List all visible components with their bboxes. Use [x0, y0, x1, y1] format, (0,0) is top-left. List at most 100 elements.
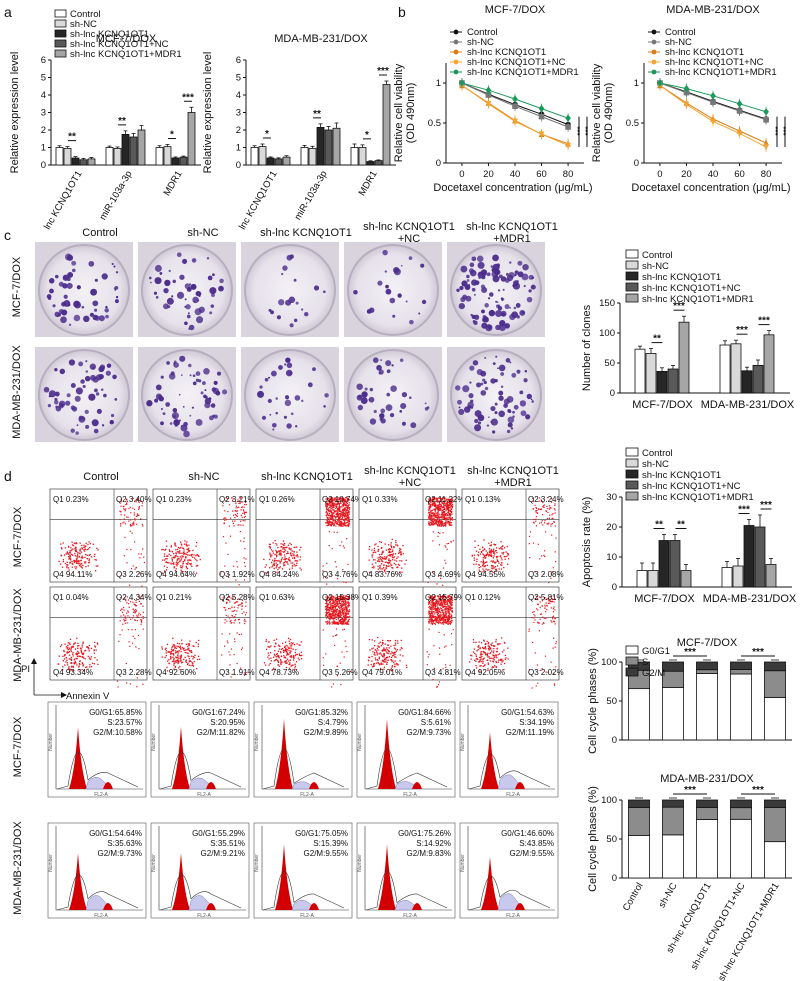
colony [191, 258, 197, 263]
event-dot [185, 565, 187, 568]
event-dot [143, 556, 145, 558]
event-dot [443, 504, 445, 506]
event-dot [168, 659, 170, 661]
event-dot [234, 620, 236, 622]
y-tick-label: 50 [606, 834, 617, 845]
event-dot [501, 564, 503, 566]
event-dot [443, 518, 446, 520]
event-dot [139, 557, 141, 559]
colony [469, 262, 475, 268]
data-point [710, 92, 716, 100]
event-dot [373, 547, 376, 550]
event-dot [138, 501, 140, 504]
event-dot [382, 550, 384, 552]
stacked-bar-segment [628, 807, 650, 836]
event-dot [343, 597, 345, 600]
event-dot [238, 604, 240, 606]
event-dot [133, 521, 135, 523]
event-dot [443, 510, 446, 513]
event-dot [234, 520, 236, 522]
event-dot [233, 654, 235, 656]
event-dot [174, 544, 176, 546]
event-dot [435, 506, 438, 509]
event-dot [346, 505, 348, 507]
event-dot [548, 581, 550, 584]
event-dot [292, 562, 294, 564]
event-dot [336, 665, 338, 668]
event-dot [170, 653, 172, 655]
event-dot [230, 619, 232, 621]
event-dot [77, 650, 79, 653]
event-dot [234, 638, 236, 640]
event-dot [495, 547, 498, 549]
event-dot [301, 654, 303, 656]
colony [172, 407, 178, 413]
event-dot [244, 503, 246, 506]
column-header: sh-lnc KCNQ1OT1 [261, 471, 353, 483]
event-dot [436, 583, 438, 585]
event-dot [89, 546, 91, 549]
event-dot [341, 622, 343, 624]
event-dot [66, 552, 69, 554]
event-dot [341, 523, 343, 525]
event-dot [175, 563, 177, 565]
event-dot [85, 561, 87, 563]
event-dot [343, 515, 345, 517]
event-dot [345, 581, 347, 584]
event-dot [270, 556, 272, 558]
event-dot [377, 565, 379, 568]
event-dot [296, 546, 298, 548]
event-dot [441, 509, 443, 511]
event-dot [331, 501, 334, 503]
event-dot [235, 502, 237, 505]
event-dot [133, 611, 135, 614]
event-dot [170, 657, 172, 659]
event-dot [243, 595, 245, 597]
event-dot [229, 620, 231, 623]
colony [182, 405, 185, 408]
event-dot [326, 611, 328, 614]
event-dot [123, 620, 125, 622]
event-dot [228, 576, 230, 578]
event-dot [175, 555, 177, 557]
event-dot [532, 497, 534, 500]
event-dot [176, 651, 178, 653]
event-dot [398, 564, 400, 566]
event-dot [429, 497, 431, 499]
event-dot [117, 686, 119, 688]
event-dot [69, 643, 71, 645]
event-dot [338, 498, 341, 501]
event-dot [224, 510, 226, 512]
colony [380, 359, 383, 362]
event-dot [73, 559, 75, 562]
event-dot [188, 664, 190, 666]
event-dot [497, 560, 499, 562]
event-dot [299, 644, 301, 646]
legend-swatch [54, 19, 67, 28]
event-dot [89, 666, 91, 668]
event-dot [67, 646, 69, 648]
event-dot [344, 605, 346, 607]
y-tick-label: 6 [236, 55, 241, 66]
event-dot [288, 647, 291, 649]
event-dot [346, 650, 348, 653]
event-dot [296, 554, 298, 556]
colony [384, 270, 387, 273]
event-dot [446, 514, 449, 517]
event-dot [344, 518, 347, 520]
event-dot [441, 512, 444, 514]
event-dot [386, 652, 388, 654]
event-dot [476, 558, 478, 561]
event-dot [438, 505, 440, 507]
event-dot [434, 523, 436, 525]
event-dot [338, 614, 341, 616]
event-dot [338, 513, 340, 515]
event-dot [124, 523, 126, 525]
event-dot [120, 501, 122, 503]
event-dot [490, 567, 493, 569]
event-dot [65, 661, 67, 663]
event-dot [164, 648, 166, 650]
event-dot [478, 564, 480, 566]
colony [477, 414, 485, 422]
event-dot [285, 661, 287, 663]
